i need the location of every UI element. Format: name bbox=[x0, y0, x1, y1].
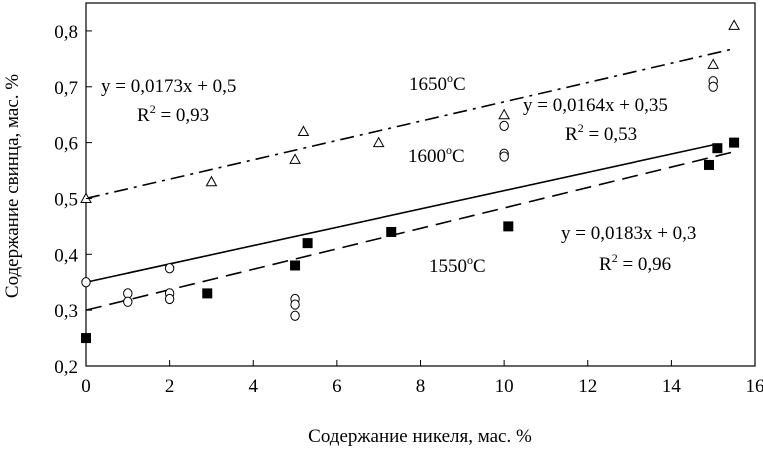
point-1550 bbox=[503, 221, 514, 232]
x-axis-title: Содержание никеля, мас. % bbox=[308, 426, 532, 447]
label-1650: 1650oC bbox=[409, 71, 466, 95]
equation-1650: y = 0,0173x + 0,5 bbox=[101, 76, 236, 97]
y-axis-title: Содержание свинца, мас. % bbox=[2, 74, 23, 298]
trend-line-1600 bbox=[85, 144, 714, 284]
point-1550 bbox=[202, 288, 213, 299]
x-tick-label: 8 bbox=[416, 376, 426, 397]
trend-line-1650 bbox=[85, 47, 735, 200]
y-tick-label: 0,3 bbox=[54, 301, 78, 322]
fit-lines bbox=[85, 47, 735, 311]
y-tick-label: 0,7 bbox=[54, 78, 78, 99]
x-tick-label: 14 bbox=[662, 376, 682, 397]
point-1650 bbox=[297, 125, 310, 136]
x-tick-label: 6 bbox=[332, 376, 342, 397]
point-1650 bbox=[498, 108, 510, 120]
point-1600 bbox=[499, 151, 509, 162]
point-1550 bbox=[290, 260, 301, 271]
y-tick-label: 0,2 bbox=[54, 357, 78, 378]
point-1600 bbox=[123, 288, 133, 299]
x-tick-label: 4 bbox=[249, 376, 259, 397]
y-tick-label: 0,4 bbox=[54, 245, 78, 266]
point-1550 bbox=[81, 333, 91, 344]
x-tick-label: 16 bbox=[746, 376, 763, 397]
point-1650 bbox=[205, 175, 218, 187]
x-tick-label: 12 bbox=[578, 376, 597, 397]
point-1550 bbox=[704, 159, 715, 170]
y-tick-label: 0,6 bbox=[54, 134, 78, 155]
point-1550 bbox=[386, 226, 397, 237]
point-1550 bbox=[302, 238, 313, 249]
point-1600 bbox=[499, 120, 509, 131]
point-1550 bbox=[729, 137, 740, 148]
point-1650 bbox=[728, 19, 740, 30]
x-tick-label: 0 bbox=[81, 376, 91, 397]
r2-1600: R2 = 0,53 bbox=[565, 121, 637, 145]
y-tick-label: 0,5 bbox=[54, 189, 78, 210]
equation-1550: y = 0,0183x + 0,3 bbox=[561, 223, 696, 244]
x-tick-label: 10 bbox=[495, 376, 514, 397]
point-1600 bbox=[81, 277, 91, 288]
label-1600: 1600oC bbox=[408, 143, 465, 167]
y-tick-label: 0,8 bbox=[54, 22, 78, 43]
plot-frame bbox=[85, 2, 756, 367]
point-1650 bbox=[707, 58, 720, 69]
x-axis-ticks: 0 2 4 6 8 10 12 14 16 bbox=[81, 360, 763, 397]
x-tick-label: 2 bbox=[165, 376, 175, 397]
y-axis-ticks: 0,2 0,3 0,4 0,5 0,6 0,7 0,8 bbox=[54, 22, 92, 378]
point-1600 bbox=[164, 293, 175, 305]
point-1600 bbox=[123, 296, 133, 307]
label-1550: 1550oC bbox=[429, 253, 486, 277]
equation-1600: y = 0,0164x + 0,35 bbox=[523, 95, 668, 116]
point-1600 bbox=[290, 299, 300, 310]
point-1650 bbox=[372, 136, 385, 148]
r2-1650: R2 = 0,93 bbox=[137, 102, 209, 126]
point-1600 bbox=[708, 81, 718, 92]
point-1650 bbox=[289, 153, 301, 164]
point-1600 bbox=[164, 263, 175, 274]
r2-1550: R2 = 0,96 bbox=[599, 251, 671, 275]
trend-line-1550 bbox=[85, 150, 735, 311]
data-markers bbox=[80, 19, 740, 344]
point-1550 bbox=[712, 143, 723, 154]
point-1600 bbox=[290, 310, 300, 321]
